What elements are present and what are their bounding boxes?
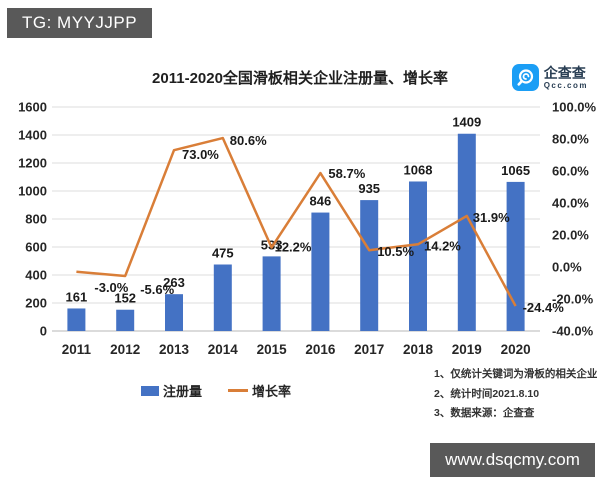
tg-badge: TG: MYYJJPP	[7, 8, 153, 38]
footnotes: 1、仅统计关键词为滑板的相关企业 2、统计时间2021.8.10 3、数据来源：…	[434, 365, 598, 424]
bar-value-label: 475	[212, 246, 234, 261]
legend-item-registrations: 注册量	[140, 381, 202, 400]
bar-value-label: 935	[358, 181, 380, 196]
pct-label: -24.4%	[523, 300, 565, 315]
x-axis-label-2019: 2019	[452, 342, 482, 357]
right-axis-tick: 20.0%	[552, 228, 589, 243]
x-axis-label-2017: 2017	[354, 342, 384, 357]
left-axis-tick: 1600	[18, 100, 47, 115]
legend-item-growth: 增长率	[228, 381, 291, 400]
bar-2018	[409, 181, 427, 331]
bar-value-label: 152	[114, 291, 136, 306]
left-axis-tick: 200	[25, 296, 47, 311]
left-axis-tick: 0	[40, 324, 47, 339]
legend-line-swatch	[228, 389, 248, 392]
right-axis-tick: 80.0%	[552, 132, 589, 147]
footnote-2: 2、统计时间2021.8.10	[434, 387, 540, 400]
bar-2016	[311, 212, 330, 331]
chart-title: 2011-2020全国滑板相关企业注册量、增长率	[152, 70, 448, 87]
left-axis-tick: 1000	[18, 184, 47, 199]
pct-label: 31.9%	[473, 210, 510, 225]
x-axis-label-2020: 2020	[501, 342, 531, 357]
bar-value-label: 263	[163, 275, 185, 290]
qcc-logo-name: 企查查	[543, 64, 586, 81]
bar-2020	[506, 181, 525, 331]
left-axis-tick: 1400	[18, 128, 47, 143]
x-axis-label-2011: 2011	[62, 342, 92, 357]
watermark: www.dsqcmy.com	[430, 443, 595, 477]
footnote-3: 3、数据来源：企查查	[434, 407, 535, 419]
left-axis-tick: 400	[25, 268, 47, 283]
bar-2014	[213, 264, 232, 331]
x-axis-label-2014: 2014	[208, 342, 239, 357]
bar-value-label: 1068	[404, 162, 433, 177]
x-axis-label-2016: 2016	[305, 342, 336, 357]
bar-value-label: 1065	[501, 163, 530, 178]
right-axis-tick: -40.0%	[552, 324, 594, 339]
bar-2013	[165, 294, 183, 331]
bar-2015	[262, 256, 281, 331]
legend-bar-swatch	[140, 385, 159, 396]
x-axis-label-2013: 2013	[159, 342, 190, 357]
growth-line	[76, 136, 517, 307]
left-axis-tick: 600	[25, 240, 47, 255]
combo-chart: 1600 1400 1200 1000 800 600 400 200 0 100.0% 80.0%…	[18, 100, 597, 358]
bar-2019	[457, 133, 476, 331]
pct-label: 58.7%	[328, 166, 365, 181]
pct-label: 73.0%	[182, 147, 219, 162]
bar-value-label: 161	[66, 289, 88, 304]
x-axis-label-2018: 2018	[403, 342, 434, 357]
pct-label: 14.2%	[424, 238, 461, 253]
pct-label: 80.6%	[230, 133, 267, 148]
pct-label: -3.0%	[94, 280, 128, 295]
right-axis-tick: 60.0%	[552, 164, 589, 179]
pct-label: -5.6%	[140, 282, 174, 297]
x-axis-label-2012: 2012	[110, 342, 140, 357]
right-axis-tick: 40.0%	[552, 196, 589, 211]
chart-legend: 注册量 增长率	[0, 381, 432, 400]
pct-label: 10.5%	[377, 244, 414, 259]
bar-2012	[116, 309, 135, 331]
qcc-logo: 企查查 Qcc.com	[511, 64, 588, 91]
bar-value-label: 1409	[452, 115, 481, 130]
left-axis-tick: 800	[25, 212, 47, 227]
magnifier-icon	[511, 64, 539, 91]
pct-label: 12.2%	[275, 239, 312, 254]
bar-value-label: 846	[310, 194, 332, 209]
legend-line-label: 增长率	[252, 384, 292, 399]
legend-bar-label: 注册量	[162, 384, 202, 399]
left-axis-tick: 1200	[18, 156, 47, 171]
qcc-logo-domain: Qcc.com	[543, 80, 588, 90]
bar-2011	[67, 308, 86, 331]
right-axis-tick: 0.0%	[552, 260, 582, 275]
bar-2017	[360, 200, 379, 331]
right-axis-tick: 100.0%	[552, 100, 597, 115]
footnote-1: 1、仅统计关键词为滑板的相关企业	[434, 368, 598, 380]
right-axis-tick: -20.0%	[552, 292, 594, 307]
qcc-logo-text: 企查查 Qcc.com	[544, 66, 588, 90]
x-axis-label-2015: 2015	[257, 342, 288, 357]
